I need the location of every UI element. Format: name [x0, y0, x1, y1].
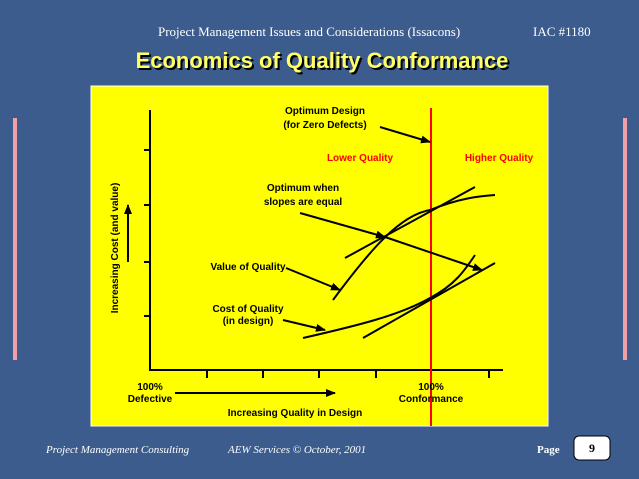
arrows — [124, 126, 483, 397]
footer-center: AEW Services © October, 2001 — [227, 444, 366, 456]
x-right-label: Conformance — [399, 394, 464, 405]
optimum-design: Optimum Design — [285, 106, 365, 117]
title: Economics of Quality Conformance — [136, 48, 509, 73]
optimum-slopes: Optimum when — [267, 183, 339, 194]
header-left: Project Management Issues and Considerat… — [158, 24, 460, 39]
x-right-label: 100% — [418, 382, 444, 393]
x-left-label: Defective — [128, 394, 173, 405]
value-of-quality: Value of Quality — [210, 262, 285, 273]
optimum-slopes: slopes are equal — [264, 197, 343, 208]
page-label: Page — [537, 444, 560, 456]
footer-left: Project Management Consulting — [45, 444, 190, 456]
x-left-label: 100% — [137, 382, 163, 393]
cost-of-quality: (in design) — [223, 316, 274, 327]
title-shadow: Economics of Quality Conformance — [138, 50, 511, 75]
cost-of-quality: Cost of Quality — [212, 304, 284, 315]
x-axis-label: Increasing Quality in Design — [228, 408, 362, 419]
y-axis-label: Increasing Cost (and value) — [110, 183, 121, 314]
header-right: IAC #1180 — [533, 24, 591, 39]
higher-quality: Higher Quality — [465, 153, 534, 164]
axes — [144, 110, 503, 378]
lower-quality: Lower Quality — [327, 153, 394, 164]
optimum-design: (for Zero Defects) — [283, 120, 366, 131]
page-number: 9 — [589, 441, 595, 455]
right-bar — [623, 118, 627, 360]
curves — [302, 186, 496, 339]
left-bar — [13, 118, 17, 360]
page-box — [573, 435, 611, 461]
